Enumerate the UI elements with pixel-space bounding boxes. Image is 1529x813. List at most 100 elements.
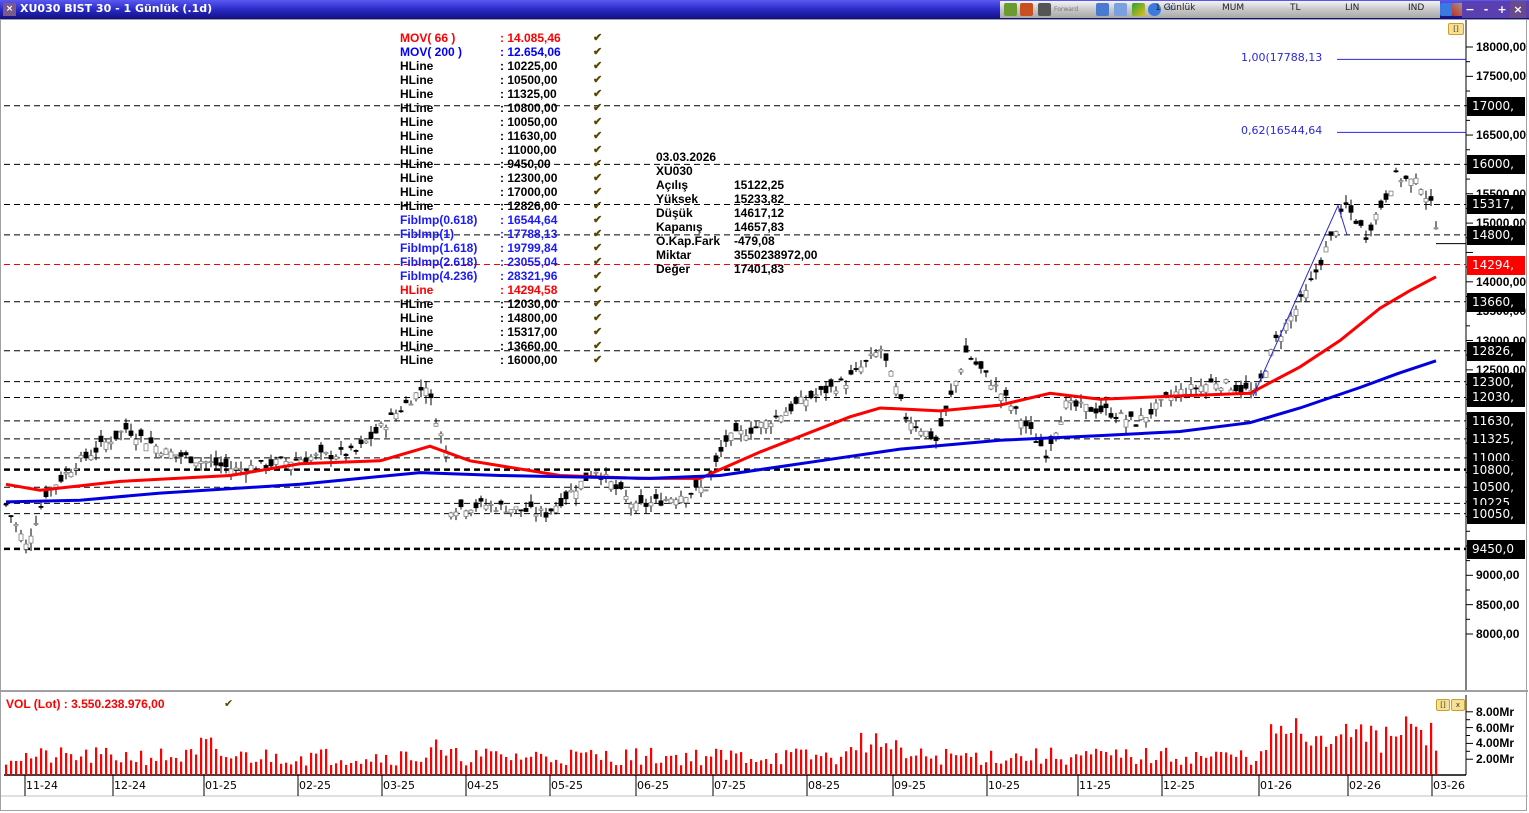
check-icon[interactable]: ✔ bbox=[593, 88, 603, 100]
legend-name: FibImp(0.618) bbox=[400, 213, 478, 227]
tools-icon[interactable] bbox=[1452, 3, 1465, 16]
check-icon[interactable]: ✔ bbox=[593, 32, 603, 44]
volume-bar bbox=[1140, 759, 1143, 775]
volume-bar bbox=[690, 761, 693, 775]
check-icon[interactable]: ✔ bbox=[593, 214, 603, 226]
maximize-button[interactable]: + bbox=[1497, 3, 1507, 16]
indicator-selector[interactable]: IND bbox=[1408, 3, 1425, 13]
legend-item[interactable]: HLine: 10800,00 ✔ bbox=[400, 101, 610, 115]
legend-item[interactable]: HLine: 10050,00 ✔ bbox=[400, 115, 610, 129]
hline-price-label: 15317, bbox=[1467, 195, 1525, 215]
volume-bar bbox=[745, 762, 748, 775]
chart-settings-icon[interactable] bbox=[1114, 3, 1127, 16]
volume-bar bbox=[925, 756, 928, 775]
hline-price-label: 10800, bbox=[1467, 460, 1525, 480]
candle-body bbox=[493, 510, 499, 512]
candle-body bbox=[513, 506, 519, 511]
period-selector[interactable]: 1 Günlük bbox=[1155, 3, 1196, 13]
candle-body bbox=[1403, 175, 1409, 179]
legend-item[interactable]: FibImp(4.236): 28321,96 ✔ bbox=[400, 269, 610, 283]
candle-body bbox=[913, 426, 919, 429]
restore-button[interactable]: - bbox=[1483, 3, 1489, 16]
check-icon[interactable]: ✔ bbox=[593, 158, 603, 170]
check-icon[interactable]: ✔ bbox=[593, 200, 603, 212]
forward-label[interactable]: Forward bbox=[1054, 6, 1079, 13]
check-icon[interactable]: ✔ bbox=[593, 326, 603, 338]
volume-pane-maximize-button[interactable]: [] bbox=[1436, 699, 1450, 711]
check-icon[interactable]: ✔ bbox=[593, 298, 603, 310]
check-icon[interactable]: ✔ bbox=[593, 242, 603, 254]
legend-item[interactable]: HLine: 17000,00 ✔ bbox=[400, 185, 610, 199]
legend-item[interactable]: HLine: 10225,00 ✔ bbox=[400, 59, 610, 73]
volume-bar bbox=[1205, 757, 1208, 775]
legend-item[interactable]: HLine: 15317,00 ✔ bbox=[400, 325, 610, 339]
volume-bar bbox=[475, 750, 478, 775]
legend-item[interactable]: HLine: 12826,00 ✔ bbox=[400, 199, 610, 213]
check-icon[interactable]: ✔ bbox=[593, 102, 603, 114]
legend-item[interactable]: HLine: 10500,00 ✔ bbox=[400, 73, 610, 87]
scale-selector[interactable]: LIN bbox=[1345, 3, 1360, 13]
volume-pane-close-button[interactable]: x bbox=[1451, 699, 1465, 711]
symbol-list-icon[interactable] bbox=[1004, 3, 1017, 16]
legend-item[interactable]: FibImp(0.618): 16544,64 ✔ bbox=[400, 213, 610, 227]
check-icon[interactable]: ✔ bbox=[593, 270, 603, 282]
volume-bar bbox=[865, 752, 868, 775]
check-icon[interactable]: ✔ bbox=[593, 312, 603, 324]
legend-item[interactable]: HLine: 11325,00 ✔ bbox=[400, 87, 610, 101]
draw-pencil-icon[interactable] bbox=[1132, 3, 1145, 16]
price-pane-maximize-button[interactable]: [] bbox=[1448, 23, 1464, 35]
legend-item[interactable]: HLine: 14294,58 ✔ bbox=[400, 283, 610, 297]
legend-name: HLine bbox=[400, 157, 434, 171]
legend-item[interactable]: HLine: 11630,00 ✔ bbox=[400, 129, 610, 143]
check-icon[interactable]: ✔ bbox=[593, 228, 603, 240]
legend-item[interactable]: HLine: 16000,00 ✔ bbox=[400, 353, 610, 367]
legend-item[interactable]: FibImp(1.618): 19799,84 ✔ bbox=[400, 241, 610, 255]
volume-bar bbox=[85, 749, 88, 775]
close-button[interactable]: × bbox=[1510, 1, 1526, 18]
check-icon[interactable]: ✔ bbox=[593, 116, 603, 128]
check-icon[interactable]: ✔ bbox=[593, 74, 603, 86]
candle-body bbox=[783, 411, 789, 416]
legend-item[interactable]: HLine: 14800,00 ✔ bbox=[400, 311, 610, 325]
check-icon[interactable]: ✔ bbox=[593, 144, 603, 156]
arrow-icon[interactable] bbox=[1440, 3, 1453, 16]
wave-icon[interactable]: -⁄\⁄ bbox=[1164, 3, 1174, 13]
check-icon[interactable]: ✔ bbox=[593, 60, 603, 72]
legend-item[interactable]: HLine: 11000,00 ✔ bbox=[400, 143, 610, 157]
currency-selector[interactable]: TL bbox=[1290, 3, 1301, 13]
check-icon[interactable]: ✔ bbox=[593, 354, 603, 366]
chart-type-selector[interactable]: MUM bbox=[1222, 3, 1245, 13]
volume-bar bbox=[1325, 746, 1328, 775]
check-icon[interactable]: ✔ bbox=[593, 46, 603, 58]
volume-bar bbox=[345, 764, 348, 775]
check-icon[interactable]: ✔ bbox=[593, 340, 603, 352]
portfolio-icon[interactable] bbox=[1020, 3, 1033, 16]
legend-item[interactable]: MOV( 200 ): 12.654,06 ✔ bbox=[400, 45, 610, 59]
legend-item[interactable]: HLine: 12300,00 ✔ bbox=[400, 171, 610, 185]
forward-icon[interactable] bbox=[1038, 3, 1051, 16]
check-icon[interactable]: ✔ bbox=[593, 284, 603, 296]
move-icon[interactable] bbox=[1148, 3, 1161, 16]
volume-check-icon[interactable]: ✔ bbox=[224, 697, 234, 710]
legend-item[interactable]: HLine: 13660,00 ✔ bbox=[400, 339, 610, 353]
candle-body bbox=[98, 435, 104, 443]
legend-item[interactable]: FibImp(1): 17788,13 ✔ bbox=[400, 227, 610, 241]
check-icon[interactable]: ✔ bbox=[593, 130, 603, 142]
close-chart-icon[interactable]: × bbox=[3, 3, 16, 16]
check-icon[interactable]: ✔ bbox=[593, 256, 603, 268]
grid-settings-icon[interactable] bbox=[1096, 3, 1109, 16]
candle-body bbox=[148, 437, 154, 444]
legend-item[interactable]: FibImp(2.618): 23055,04 ✔ bbox=[400, 255, 610, 269]
legend-item[interactable]: HLine: 9450,00 ✔ bbox=[400, 157, 610, 171]
check-icon[interactable]: ✔ bbox=[593, 186, 603, 198]
legend-item[interactable]: MOV( 66 ): 14.085,46 ✔ bbox=[400, 31, 610, 45]
check-icon[interactable]: ✔ bbox=[593, 172, 603, 184]
minimize-button[interactable]: − bbox=[1465, 3, 1475, 16]
candle-body bbox=[678, 495, 684, 503]
volume-bar bbox=[1305, 741, 1308, 775]
candle-body bbox=[998, 393, 1004, 402]
candle-body bbox=[1003, 389, 1009, 396]
legend-item[interactable]: HLine: 12030,00 ✔ bbox=[400, 297, 610, 311]
candle-body bbox=[263, 465, 269, 469]
